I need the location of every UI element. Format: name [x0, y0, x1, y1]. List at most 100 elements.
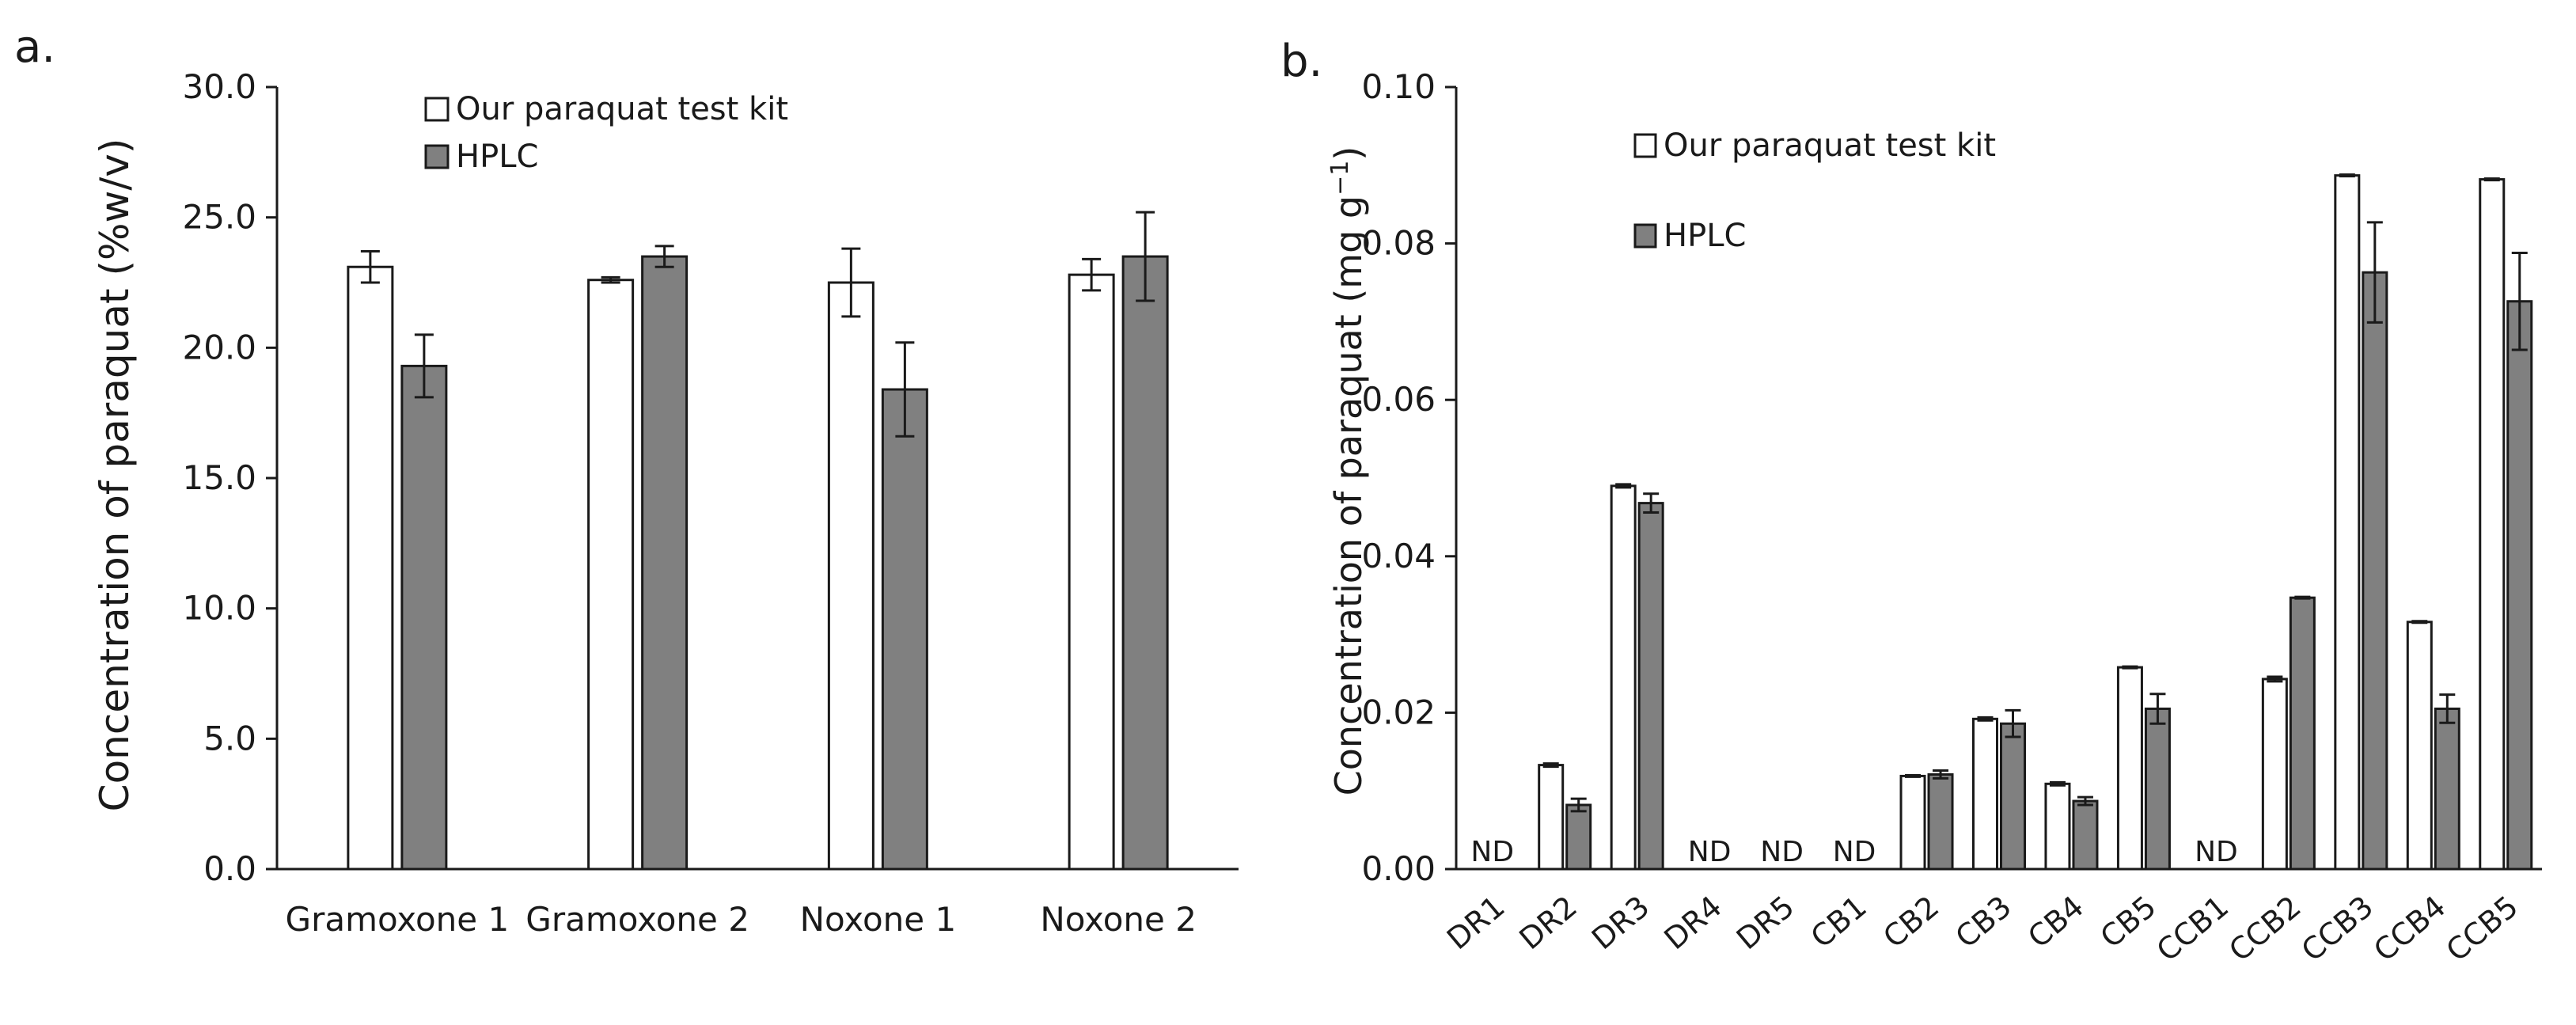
x-tick-label-dr4: DR4 [1657, 889, 1728, 956]
x-tick-label-dr1: DR1 [1440, 889, 1511, 956]
error-bar-hplc-dr3 [1643, 492, 1660, 514]
bar-our-paraquat-test-kit-cb2 [1899, 774, 1926, 871]
error-bar-hplc-noxone-2 [1136, 211, 1155, 302]
panel-b-legend: Our paraquat test kit HPLC [1633, 127, 1996, 254]
bar-hplc-ccb2 [2289, 596, 2316, 871]
x-tick-label-ccb2: CCB2 [2222, 889, 2307, 968]
bar-hplc-gramoxone-1 [400, 364, 448, 871]
x-tick-label-cb1: CB1 [1804, 889, 1873, 955]
y-tick-label: 10.0 [182, 589, 256, 628]
y-tick-label: 0.08 [1361, 224, 1436, 263]
bar-our-paraquat-test-kit-noxone-2 [1068, 273, 1115, 871]
panel-b-chart: b. Concentration of paraquat (mg g−1) ND… [1280, 36, 2542, 968]
bar-our-paraquat-test-kit-ccb5 [2479, 178, 2506, 871]
nd-label-dr1: ND [1470, 836, 1514, 868]
bar-hplc-noxone-2 [1121, 255, 1169, 871]
x-tick-label-ccb3: CCB3 [2295, 889, 2380, 968]
error-bar-our-paraquat-test-kit-gramoxone-1 [360, 249, 380, 284]
nd-label-dr4: ND [1688, 836, 1732, 868]
y-tick-label: 30.0 [182, 67, 256, 106]
error-bar-hplc-ccb3 [2366, 221, 2383, 324]
error-bar-hplc-gramoxone-1 [414, 333, 434, 399]
error-bar-our-paraquat-test-kit-ccb2 [2267, 675, 2283, 683]
legend-label-test-kit: Our paraquat test kit [1664, 127, 1996, 164]
bar-hplc-dr3 [1637, 502, 1664, 871]
bar-hplc-gramoxone-2 [641, 255, 689, 871]
bar-hplc-ccb4 [2434, 707, 2460, 871]
bar-our-paraquat-test-kit-gramoxone-1 [347, 265, 394, 871]
panel-a-chart: a. Concentration of paraquat (%w/v) 0.0 5… [14, 21, 1239, 939]
x-tick-label-dr5: DR5 [1730, 889, 1800, 956]
bar-our-paraquat-test-kit-cb4 [2044, 782, 2071, 871]
error-bar-hplc-cb3 [2005, 708, 2021, 738]
panel-b-label: b. [1280, 36, 1322, 87]
y-tick-label: 0.04 [1361, 537, 1436, 575]
panel-a-label: a. [14, 21, 55, 73]
bar-our-paraquat-test-kit-cb3 [1972, 717, 1998, 871]
bar-hplc-cb4 [2072, 799, 2099, 871]
legend-swatch-hplc [1633, 223, 1657, 249]
bar-our-paraquat-test-kit-dr2 [1538, 764, 1565, 871]
nd-label-cb1: ND [1833, 836, 1876, 868]
error-bar-our-paraquat-test-kit-noxone-2 [1082, 257, 1102, 292]
error-bar-hplc-cb4 [2077, 795, 2093, 807]
error-bar-our-paraquat-test-kit-dr2 [1542, 762, 1559, 769]
bar-our-paraquat-test-kit-gramoxone-2 [587, 279, 635, 871]
x-tick-label-gramoxone-2: Gramoxone 2 [525, 900, 749, 939]
error-bar-hplc-ccb4 [2439, 693, 2456, 724]
x-tick-label-dr2: DR2 [1513, 889, 1584, 956]
legend-label-hplc: HPLC [456, 139, 538, 175]
legend-swatch-test-kit [1633, 133, 1657, 158]
legend-label-test-kit: Our paraquat test kit [456, 91, 788, 127]
error-bar-our-paraquat-test-kit-cb2 [1905, 773, 1922, 778]
error-bar-hplc-gramoxone-2 [654, 245, 674, 268]
x-tick-label-cb3: CB3 [1949, 889, 2018, 955]
bar-our-paraquat-test-kit-cb5 [2116, 666, 2143, 871]
error-bar-our-paraquat-test-kit-cb5 [2122, 665, 2138, 670]
y-tick-label: 0.10 [1361, 67, 1436, 106]
bar-hplc-ccb3 [2362, 271, 2388, 871]
bar-hplc-noxone-1 [881, 388, 928, 871]
x-tick-label-dr3: DR3 [1585, 889, 1656, 956]
error-bar-hplc-ccb2 [2294, 595, 2311, 600]
legend-swatch-test-kit [424, 97, 450, 122]
panel-a-legend: Our paraquat test kit HPLC [424, 91, 788, 175]
panel-b-y-axis-label: Concentration of paraquat (mg g−1) [1326, 146, 1371, 796]
x-tick-label-cb4: CB4 [2021, 889, 2090, 955]
error-bar-our-paraquat-test-kit-ccb5 [2483, 177, 2500, 182]
x-tick-label-gramoxone-1: Gramoxone 1 [286, 900, 510, 939]
x-tick-label-cb2: CB2 [1876, 889, 1945, 955]
error-bar-our-paraquat-test-kit-cb3 [1977, 716, 1994, 722]
x-tick-label-ccb5: CCB5 [2440, 889, 2525, 968]
y-tick-label: 0.0 [203, 849, 256, 888]
error-bar-hplc-noxone-1 [895, 341, 915, 438]
error-bar-our-paraquat-test-kit-cb4 [2049, 780, 2066, 787]
y-tick-label: 0.06 [1361, 380, 1436, 419]
y-tick-label: 25.0 [182, 198, 256, 237]
bar-our-paraquat-test-kit-ccb4 [2406, 621, 2433, 871]
error-bar-our-paraquat-test-kit-gramoxone-2 [601, 275, 620, 284]
bar-hplc-cb5 [2144, 707, 2171, 871]
bar-hplc-cb2 [1927, 773, 1954, 871]
error-bar-hplc-cb2 [1933, 769, 1949, 780]
bar-our-paraquat-test-kit-ccb3 [2334, 174, 2361, 871]
nd-label-ccb1: ND [2195, 836, 2238, 868]
y-tick-label: 0.02 [1361, 693, 1436, 731]
bar-hplc-dr2 [1565, 803, 1592, 871]
bar-our-paraquat-test-kit-dr3 [1610, 484, 1637, 871]
error-bar-hplc-dr2 [1570, 797, 1587, 813]
y-tick-label: 0.00 [1361, 849, 1436, 888]
error-bar-our-paraquat-test-kit-noxone-1 [841, 247, 861, 318]
error-bar-our-paraquat-test-kit-dr3 [1615, 483, 1632, 489]
nd-label-dr5: ND [1760, 836, 1804, 868]
legend-swatch-hplc [424, 144, 450, 169]
y-tick-label: 20.0 [182, 328, 256, 366]
x-tick-label-ccb4: CCB4 [2367, 889, 2452, 968]
error-bar-our-paraquat-test-kit-ccb4 [2411, 620, 2428, 624]
bar-hplc-cb3 [2000, 722, 2026, 871]
bar-our-paraquat-test-kit-ccb2 [2261, 678, 2288, 871]
y-tick-label: 5.0 [203, 719, 256, 757]
bar-our-paraquat-test-kit-noxone-1 [827, 281, 874, 871]
error-bar-our-paraquat-test-kit-ccb3 [2339, 173, 2355, 178]
